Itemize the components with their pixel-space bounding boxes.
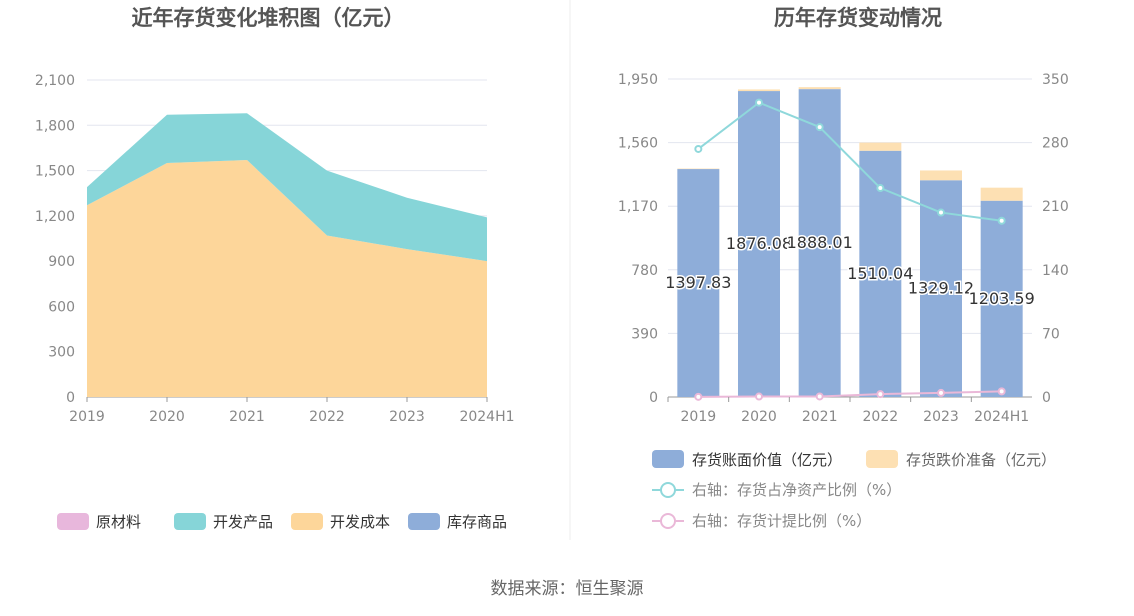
bar-impairment-provision [738, 89, 780, 91]
bar-impairment-provision [981, 188, 1023, 201]
right-left-y-tick-label: 390 [631, 326, 658, 342]
bar-value-label: 1876.08 [726, 234, 792, 253]
right-left-y-tick-label: 780 [631, 263, 658, 279]
point-右轴：存货占净资产比例（%） [999, 218, 1005, 224]
left-x-tick-label: 2021 [229, 409, 265, 425]
right-x-tick-label: 2021 [802, 409, 838, 425]
bar-impairment-provision [799, 87, 841, 89]
legend-marker-右轴：存货计提比例（%） [661, 514, 675, 528]
legend-label-开发成本: 开发成本 [330, 513, 390, 531]
left-y-tick-label: 1,200 [35, 209, 75, 225]
bar-value-label: 1203.59 [969, 289, 1035, 308]
bar-value-label: 1888.01 [787, 233, 853, 252]
right-left-y-tick-label: 1,560 [618, 136, 658, 152]
point-右轴：存货计提比例（%） [877, 391, 883, 397]
left-areas [87, 113, 487, 397]
legend-swatch-开发成本 [291, 513, 323, 530]
right-y2-tick-label: 0 [1042, 390, 1051, 406]
legend-label-book-value: 存货账面价值（亿元） [692, 451, 842, 469]
left-y-tick-label: 1,500 [35, 164, 75, 180]
point-右轴：存货计提比例（%） [695, 394, 701, 400]
left-y-tick-label: 0 [66, 390, 75, 406]
left-y-tick-label: 600 [48, 299, 75, 315]
point-右轴：存货占净资产比例（%） [695, 146, 701, 152]
point-右轴：存货占净资产比例（%） [817, 124, 823, 130]
bar-value-label: 1510.04 [847, 264, 913, 283]
right-x-tick-label: 2020 [741, 409, 777, 425]
right-chart-title: 历年存货变动情况 [774, 6, 942, 30]
point-右轴：存货计提比例（%） [756, 394, 762, 400]
right-legend[interactable]: 存货账面价值（亿元） 存货跌价准备（亿元） 右轴：存货占净资产比例（%） 右轴：存货计… [652, 450, 1056, 530]
bar-impairment-provision [920, 170, 962, 180]
right-x-tick-label: 2022 [863, 409, 899, 425]
right-left-y-tick-label: 1,950 [618, 72, 658, 88]
bar-value-label: 1329.12 [908, 279, 974, 298]
point-右轴：存货计提比例（%） [817, 393, 823, 399]
legend-swatch-库存商品 [408, 513, 440, 530]
point-右轴：存货占净资产比例（%） [877, 185, 883, 191]
legend-swatch-原材料 [57, 513, 89, 530]
point-右轴：存货计提比例（%） [999, 388, 1005, 394]
left-x-tick-label: 2024H1 [459, 409, 514, 425]
bar-impairment-provision [859, 143, 901, 151]
legend-swatch-book-value [652, 450, 684, 468]
point-右轴：存货占净资产比例（%） [938, 210, 944, 216]
left-x-tick-label: 2023 [389, 409, 425, 425]
right-left-y-tick-label: 0 [649, 390, 658, 406]
legend-marker-右轴：存货占净资产比例（%） [661, 483, 675, 497]
legend-label-右轴：存货计提比例（%）: 右轴：存货计提比例（%） [692, 512, 871, 530]
source-note: 数据来源：恒生聚源 [0, 574, 1134, 599]
point-右轴：存货计提比例（%） [938, 390, 944, 396]
right-y2-tick-label: 210 [1042, 199, 1069, 215]
left-y-tick-label: 900 [48, 254, 75, 270]
left-x-tick-label: 2019 [69, 409, 105, 425]
right-x-tick-label: 2019 [681, 409, 717, 425]
bar-value-label: 1397.83 [665, 273, 731, 292]
left-y-tick-label: 2,100 [35, 73, 75, 89]
right-x-tick-label: 2023 [923, 409, 959, 425]
legend-label-impairment-provision: 存货跌价准备（亿元） [906, 451, 1056, 469]
left-y-tick-label: 1,800 [35, 118, 75, 134]
legend-label-开发产品: 开发产品 [213, 513, 273, 531]
legend-swatch-开发产品 [174, 513, 206, 530]
legend-swatch-impairment-provision [866, 450, 898, 468]
stacked-area-chart: 近年存货变化堆积图（亿元） 0 300 600 900 1,200 1,500 1,800 2… [35, 6, 515, 531]
left-x-tick-label: 2022 [309, 409, 345, 425]
right-y2-tick-label: 350 [1042, 72, 1069, 88]
right-y2-tick-label: 140 [1042, 263, 1069, 279]
left-chart-title: 近年存货变化堆积图（亿元） [132, 6, 405, 30]
left-y-tick-label: 300 [48, 345, 75, 361]
legend-label-原材料: 原材料 [96, 513, 141, 531]
right-x-tick-label: 2024H1 [974, 409, 1029, 425]
point-右轴：存货占净资产比例（%） [756, 100, 762, 106]
right-y2-tick-label: 70 [1042, 326, 1060, 342]
legend-label-右轴：存货占净资产比例（%）: 右轴：存货占净资产比例（%） [692, 481, 901, 499]
right-left-y-tick-label: 1,170 [618, 199, 658, 215]
left-x-tick-label: 2020 [149, 409, 185, 425]
legend-label-库存商品: 库存商品 [447, 513, 507, 531]
right-y2-tick-label: 280 [1042, 136, 1069, 152]
left-legend[interactable]: 原材料 开发产品 开发成本 库存商品 [57, 513, 507, 531]
